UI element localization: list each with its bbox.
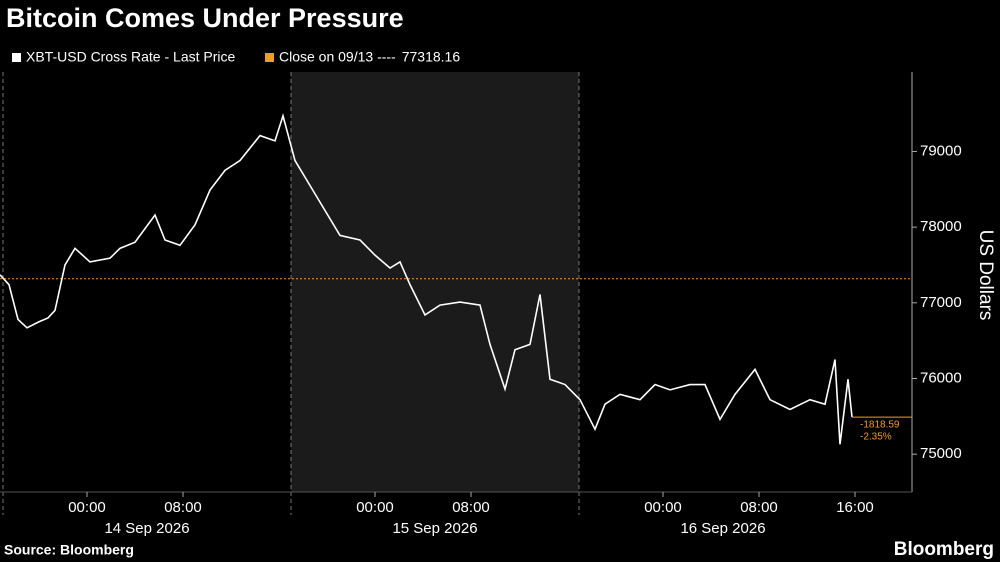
x-tick-label: 00:00 (68, 499, 106, 516)
session-shade (291, 72, 579, 492)
y-axis-label: US Dollars (975, 230, 996, 321)
y-tick-label: 78000 (920, 218, 962, 235)
y-tick-label: 76000 (920, 369, 962, 386)
legend-swatch (12, 53, 21, 62)
chart-title: Bitcoin Comes Under Pressure (6, 3, 404, 33)
legend-label: Close on 09/13 ---- (279, 49, 396, 65)
x-tick-label: 16:00 (836, 499, 874, 516)
change-label: -2.35% (860, 432, 892, 443)
x-tick-label: 00:00 (356, 499, 394, 516)
legend-swatch (265, 53, 274, 62)
day-label: 15 Sep 2026 (392, 520, 477, 537)
y-tick-label: 79000 (920, 142, 962, 159)
y-tick-label: 77000 (920, 294, 962, 311)
day-label: 14 Sep 2026 (104, 520, 189, 537)
price-line (0, 113, 853, 445)
change-label: -1818.59 (860, 420, 900, 431)
x-tick-label: 00:00 (644, 499, 682, 516)
legend-label: XBT-USD Cross Rate - Last Price (26, 49, 235, 65)
legend-value: 77318.16 (402, 49, 461, 65)
y-tick-label: 75000 (920, 445, 962, 462)
source: Source: Bloomberg (4, 542, 134, 558)
brand: Bloomberg (894, 539, 994, 560)
day-label: 16 Sep 2026 (680, 520, 765, 537)
x-tick-label: 08:00 (740, 499, 778, 516)
x-tick-label: 08:00 (452, 499, 490, 516)
x-tick-label: 08:00 (164, 499, 202, 516)
